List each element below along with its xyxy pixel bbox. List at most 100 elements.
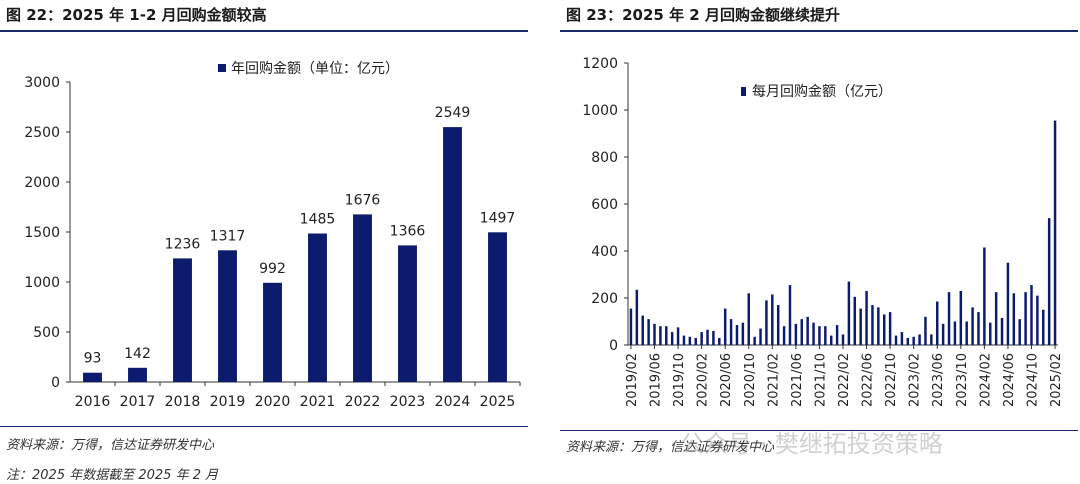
right-bar-2021/04	[782, 326, 786, 345]
right-bar-2022/07	[871, 305, 874, 345]
right-bar-2020/12	[759, 328, 762, 345]
left-note: 注：2025 年数据截至 2025 年 2 月	[6, 468, 219, 483]
right-bar-2023/09	[953, 321, 957, 345]
right-bar-2019/05	[647, 319, 650, 345]
right-source-rule	[560, 430, 1078, 431]
left-bar-2022	[353, 214, 372, 382]
right-bar-2022/06	[865, 290, 868, 345]
right-bar-2024/05	[1000, 317, 1004, 345]
right-x-tick-label: 2020/06	[719, 353, 734, 407]
left-data-label: 142	[124, 346, 151, 362]
right-bar-2024/09	[1024, 292, 1027, 345]
right-x-tick-label: 2019/02	[625, 353, 640, 407]
right-bar-2023/10	[959, 290, 963, 345]
right-bar-2019/12	[688, 336, 692, 345]
right-y-tick-label: 0	[609, 338, 618, 354]
right-bar-2019/11	[682, 335, 686, 345]
left-data-label: 1676	[345, 192, 381, 208]
left-y-tick-label: 3000	[24, 75, 60, 91]
left-y-tick-label: 2500	[24, 125, 60, 141]
right-bar-2024/11	[1036, 295, 1039, 345]
right-bar-2020/10	[747, 293, 750, 345]
left-bar-2020	[263, 282, 282, 382]
right-bar-2022/05	[859, 308, 862, 345]
right-title-rule	[560, 30, 1078, 32]
left-y-tick-label: 1500	[24, 225, 60, 241]
left-x-tick-label: 2022	[345, 394, 381, 410]
right-bar-2020/08	[735, 325, 739, 345]
right-y-tick-label: 800	[591, 150, 618, 166]
right-bar-2019/03	[635, 289, 639, 345]
right-bar-2021/02	[771, 294, 774, 345]
watermark: 公众号 · 樊继拓投资策略	[680, 430, 943, 458]
left-x-tick-label: 2016	[75, 394, 111, 410]
left-bar-chart: 0 500 1000 1500 2000 2500 3000 93 2016 142 2017 123…	[24, 61, 521, 410]
right-bar-2025/02	[1053, 120, 1057, 345]
right-bar-2020/09	[741, 322, 745, 345]
right-bar-2024/04	[994, 292, 998, 345]
right-bar-2020/11	[753, 336, 756, 345]
right-bar-2021/09	[812, 322, 815, 345]
right-x-tick-label: 2019/10	[672, 353, 687, 407]
right-bar-2023/02	[912, 336, 915, 345]
right-x-tick-label: 2023/10	[955, 353, 970, 407]
right-bar-2021/10	[818, 326, 821, 345]
left-data-label: 992	[259, 261, 286, 277]
right-source: 资料来源：万得，信达证券研发中心	[566, 440, 775, 455]
right-bar-2021/05	[788, 285, 792, 345]
right-bar-2025/01	[1047, 218, 1051, 345]
left-bar-2023	[398, 245, 417, 382]
right-bar-2023/11	[965, 321, 968, 345]
right-x-tick-label: 2020/10	[743, 353, 758, 407]
right-bar-2020/03	[706, 329, 709, 345]
right-bar-2019/10	[676, 327, 680, 345]
left-x-tick-label: 2020	[255, 394, 291, 410]
right-bar-2022/03	[847, 281, 851, 345]
right-bar-2022/04	[853, 296, 857, 345]
right-bar-2022/12	[900, 332, 904, 345]
right-bar-2023/08	[947, 292, 951, 345]
left-x-tick-label: 2019	[210, 394, 246, 410]
right-bar-2022/08	[877, 307, 880, 345]
right-bar-2023/01	[906, 337, 910, 345]
left-x-tick-label: 2025	[480, 394, 516, 410]
left-y-tick-label: 1000	[24, 275, 60, 291]
left-data-label: 2549	[435, 105, 471, 121]
right-bar-2021/03	[776, 305, 780, 345]
right-x-tick-label: 2021/02	[766, 353, 781, 407]
right-legend-swatch	[741, 87, 746, 96]
left-bar-2018	[173, 258, 192, 382]
left-x-tick-label: 2021	[300, 394, 336, 410]
right-x-tick-label: 2024/02	[978, 353, 993, 407]
right-x-tick-label: 2019/06	[649, 353, 664, 407]
right-x-tick-label: 2020/02	[696, 353, 711, 407]
right-y-tick-label: 1200	[582, 56, 618, 72]
left-data-label: 93	[84, 351, 102, 367]
right-bar-2020/02	[700, 332, 703, 345]
left-x-tick-label: 2018	[165, 394, 201, 410]
right-bar-2021/12	[829, 335, 833, 345]
right-bar-2024/01	[977, 312, 980, 345]
left-title-rule	[0, 30, 528, 32]
left-y-tick-label: 0	[51, 375, 60, 391]
right-x-tick-label: 2021/10	[813, 353, 828, 407]
right-x-tick-label: 2021/06	[790, 353, 805, 407]
right-bar-2019/06	[653, 323, 656, 345]
left-x-tick-label: 2017	[120, 394, 156, 410]
right-bar-2024/08	[1018, 319, 1021, 345]
right-x-tick-label: 2024/06	[1002, 353, 1017, 407]
left-bar-2016	[83, 372, 102, 382]
right-bar-2024/10	[1030, 285, 1033, 345]
left-data-label: 1497	[480, 210, 516, 226]
right-bar-2023/05	[930, 334, 933, 345]
left-bar-2025	[488, 232, 507, 382]
right-x-tick-label: 2023/06	[931, 353, 946, 407]
left-legend-swatch	[218, 64, 226, 72]
left-bar-2017	[128, 367, 147, 382]
right-x-tick-label: 2022/10	[884, 353, 899, 407]
left-source: 资料来源：万得，信达证券研发中心	[6, 438, 215, 453]
right-legend-label: 每月回购金额（亿元）	[752, 84, 892, 100]
right-bar-2021/07	[800, 319, 804, 345]
left-legend-label: 年回购金额（单位：亿元）	[231, 61, 399, 77]
right-bar-2024/02	[983, 247, 986, 345]
